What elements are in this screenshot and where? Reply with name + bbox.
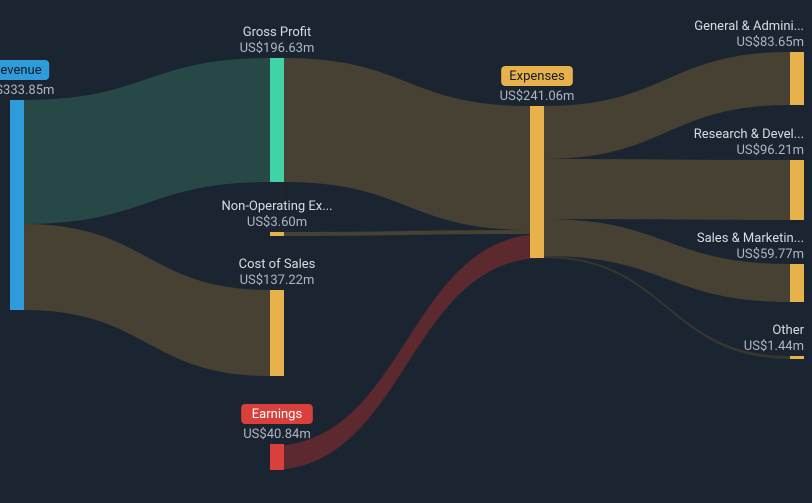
sankey-node-other (790, 356, 804, 359)
sankey-node-rd (790, 160, 804, 220)
node-value: US$196.63m (240, 41, 315, 56)
node-label: Non-Operating Ex... (221, 199, 332, 214)
sankey-node-nonop (270, 232, 284, 236)
sankey-node-ga (790, 52, 804, 105)
node-value: US$137.22m (240, 273, 315, 288)
sankey-link (24, 224, 270, 376)
node-tag-label: Earnings (252, 407, 303, 422)
node-value: US$241.06m (500, 89, 575, 104)
node-value: US$1.44m (744, 339, 804, 354)
sankey-chart: Revenue US$333.85m Gross ProfitUS$196.63m N… (0, 0, 812, 503)
node-tag-label: Expenses (509, 69, 565, 84)
sankey-node-earnings (270, 444, 284, 470)
sankey-link (284, 230, 530, 236)
sankey-links (24, 52, 790, 470)
node-label: Sales & Marketin... (697, 231, 804, 246)
node-label: Cost of Sales (239, 257, 316, 272)
sankey-node-expenses (530, 106, 544, 258)
node-value: US$96.21m (736, 143, 804, 158)
node-label: General & Admini... (694, 19, 804, 34)
sankey-node-cos (270, 290, 284, 376)
node-value: US$40.84m (243, 427, 311, 442)
sankey-node-sm (790, 264, 804, 302)
node-tag-label: Revenue (0, 63, 42, 78)
node-label: Gross Profit (243, 25, 312, 40)
sankey-node-gross_profit (270, 58, 284, 182)
sankey-node-revenue (10, 100, 24, 310)
node-value: US$83.65m (736, 35, 804, 50)
node-value: US$3.60m (247, 215, 307, 230)
node-value: US$59.77m (736, 247, 804, 262)
sankey-link (544, 159, 790, 220)
node-value: US$333.85m (0, 83, 54, 98)
node-label: Research & Devel... (694, 127, 804, 142)
node-label: Other (772, 323, 804, 338)
